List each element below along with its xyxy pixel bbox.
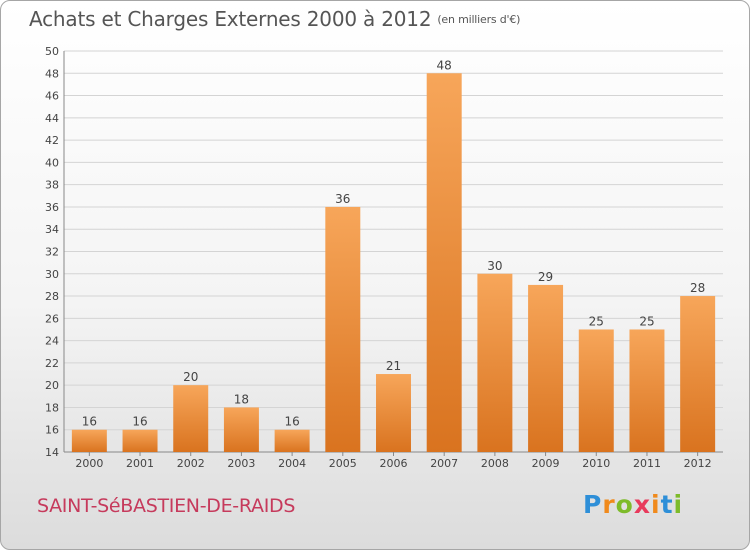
data-label: 29 xyxy=(538,270,553,284)
x-tick-label: 2001 xyxy=(126,457,154,470)
bar xyxy=(173,385,209,452)
y-tick-label: 34 xyxy=(45,223,59,236)
y-tick-label: 22 xyxy=(45,357,59,370)
title-unit: (en milliers d'€) xyxy=(437,13,521,26)
y-tick-label: 50 xyxy=(45,45,59,58)
x-tick-label: 2000 xyxy=(75,457,103,470)
y-tick-label: 18 xyxy=(45,401,59,414)
bar xyxy=(325,206,361,452)
proxiti-logo: Proxiti xyxy=(583,490,683,519)
data-label: 48 xyxy=(437,58,452,72)
y-tick-label: 16 xyxy=(45,424,59,437)
y-tick-label: 26 xyxy=(45,312,59,325)
y-tick-label: 46 xyxy=(45,90,59,103)
x-tick-label: 2007 xyxy=(430,457,458,470)
y-tick-label: 20 xyxy=(45,379,59,392)
bar xyxy=(477,273,513,452)
x-tick-label: 2006 xyxy=(380,457,408,470)
y-tick-label: 48 xyxy=(45,67,59,80)
x-tick-label: 2005 xyxy=(329,457,357,470)
bar xyxy=(426,73,462,453)
logo-letter: i xyxy=(651,490,661,519)
title-text: Achats et Charges Externes 2000 à 2012 xyxy=(29,7,432,31)
logo-letter: t xyxy=(660,490,674,519)
bar xyxy=(578,329,614,452)
y-tick-label: 42 xyxy=(45,134,59,147)
bar xyxy=(71,429,107,452)
bar xyxy=(680,296,716,452)
data-label: 21 xyxy=(386,359,401,373)
y-tick-label: 40 xyxy=(45,156,59,169)
logo-letter: r xyxy=(602,490,616,519)
bar xyxy=(274,429,310,452)
bar xyxy=(122,429,158,452)
bar xyxy=(223,407,259,452)
bar xyxy=(528,284,564,452)
y-tick-label: 14 xyxy=(45,446,59,459)
data-label: 30 xyxy=(487,259,502,273)
y-tick-label: 32 xyxy=(45,246,59,259)
data-label: 28 xyxy=(690,281,705,295)
commune-name: SAINT-SéBASTIEN-DE-RAIDS xyxy=(37,495,296,517)
chart-title: Achats et Charges Externes 2000 à 2012 (e… xyxy=(29,7,520,31)
y-tick-label: 24 xyxy=(45,335,59,348)
x-tick-label: 2004 xyxy=(278,457,306,470)
bar xyxy=(376,374,411,452)
y-tick-label: 36 xyxy=(45,201,59,214)
data-label: 16 xyxy=(82,415,97,429)
bar xyxy=(629,329,665,452)
data-label: 36 xyxy=(335,192,350,206)
y-tick-label: 38 xyxy=(45,179,59,192)
data-label: 18 xyxy=(234,392,249,406)
x-tick-label: 2011 xyxy=(633,457,661,470)
data-label: 25 xyxy=(639,314,654,328)
y-tick-label: 44 xyxy=(45,112,59,125)
x-tick-label: 2009 xyxy=(532,457,560,470)
x-tick-label: 2010 xyxy=(582,457,610,470)
logo-letter: o xyxy=(615,490,634,519)
data-label: 20 xyxy=(183,370,198,384)
data-label: 16 xyxy=(132,415,147,429)
logo-letter: x xyxy=(633,490,651,519)
x-tick-label: 2002 xyxy=(177,457,205,470)
data-label: 16 xyxy=(284,415,299,429)
x-tick-label: 2008 xyxy=(481,457,509,470)
logo-letter: i xyxy=(673,490,684,519)
data-label: 25 xyxy=(589,314,604,328)
x-tick-label: 2003 xyxy=(227,457,255,470)
x-tick-label: 2012 xyxy=(684,457,712,470)
logo-letter: P xyxy=(583,490,603,519)
y-tick-label: 30 xyxy=(45,268,59,281)
y-tick-label: 28 xyxy=(45,290,59,303)
